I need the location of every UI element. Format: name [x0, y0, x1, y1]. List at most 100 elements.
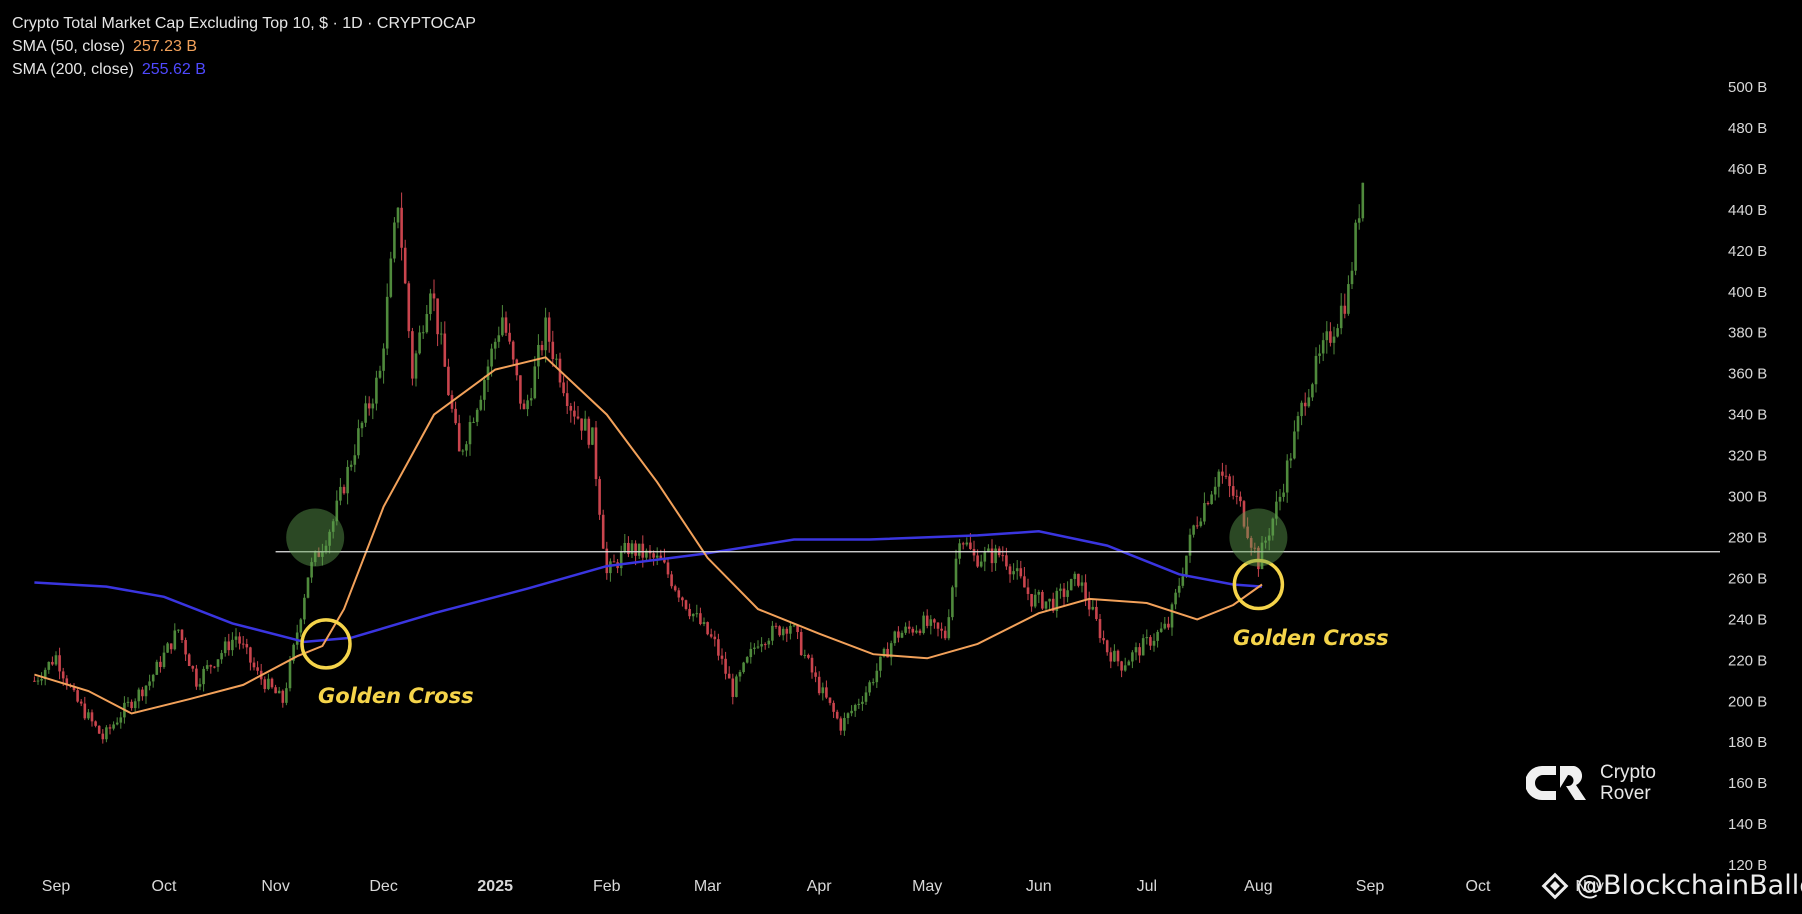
candle-body [983, 551, 987, 562]
candle-body [184, 640, 187, 655]
candle-body [97, 725, 101, 734]
candle-body [659, 555, 663, 559]
candle-body [486, 366, 490, 380]
candle-body [105, 727, 108, 740]
candle-body [807, 654, 810, 658]
candle-body [493, 341, 497, 349]
candle-body [133, 701, 137, 709]
candle-body [1091, 606, 1095, 610]
x-tick-label: Nov [1575, 878, 1603, 895]
candle-body [1084, 582, 1087, 600]
candle-body [1296, 416, 1300, 432]
candle-body [1012, 571, 1015, 575]
candle-body [1015, 568, 1019, 572]
candle-body [443, 333, 447, 367]
candle-body [1303, 402, 1307, 407]
candle-body [1102, 638, 1105, 641]
candle-body [490, 348, 493, 367]
x-tick-label: Sep [42, 878, 71, 895]
candle-body [929, 619, 933, 626]
candle-body [1217, 471, 1221, 487]
candle-body [299, 619, 303, 633]
candle-body [681, 597, 684, 601]
candle-body [598, 479, 601, 515]
candle-body [220, 653, 223, 660]
candle-body [245, 644, 249, 648]
diamond-icon [1541, 872, 1569, 899]
candle-body [850, 710, 853, 714]
candle-body [637, 543, 641, 556]
candle-body [227, 641, 231, 651]
candle-body [403, 247, 407, 284]
golden-cross-label-2: Golden Cross [1233, 626, 1389, 650]
candle-body [1131, 652, 1134, 662]
candle-body [360, 422, 364, 429]
candle-body [673, 586, 677, 591]
candle-body [1077, 573, 1080, 586]
candle-body [1008, 566, 1012, 575]
candle-body [58, 655, 61, 672]
candle-body [429, 293, 432, 315]
candle-body [907, 626, 911, 629]
candle-body [126, 701, 130, 703]
green-highlight-circle [286, 508, 345, 567]
candle-body [871, 682, 875, 684]
y-tick-label: 160 B [1728, 775, 1767, 792]
candle-body [1041, 591, 1044, 609]
candle-body [706, 622, 709, 635]
candle-body [475, 409, 479, 422]
candle-body [400, 207, 403, 248]
candle-body [677, 590, 681, 598]
candle-body [947, 617, 951, 639]
chart-legend: Crypto Total Market Cap Excluding Top 10… [12, 12, 476, 81]
candle-body [1095, 606, 1098, 620]
y-tick-label: 400 B [1728, 284, 1767, 301]
candle-body [601, 514, 605, 549]
candle-body [295, 632, 299, 645]
x-tick-label: 2025 [477, 878, 513, 895]
candle-body [313, 551, 317, 563]
candle-body [180, 629, 184, 641]
y-tick-label: 380 B [1728, 325, 1767, 342]
candle-body [1141, 638, 1145, 656]
x-tick-label: Dec [369, 878, 397, 895]
candle-body [357, 428, 360, 456]
candle-body [763, 644, 767, 646]
candle-body [969, 542, 972, 549]
golden-cross-circle [1232, 558, 1285, 611]
candle-body [267, 678, 270, 689]
y-tick-label: 440 B [1728, 202, 1767, 219]
candle-body [958, 543, 961, 559]
candle-body [328, 531, 331, 546]
candle-body [799, 632, 803, 656]
candle-body [1073, 573, 1077, 579]
candle-body [954, 558, 958, 588]
candle-body [166, 643, 169, 653]
candle-body [1134, 647, 1138, 653]
candle-body [346, 466, 349, 494]
candle-body [285, 688, 288, 703]
candle-body [303, 597, 306, 620]
candle-body [472, 421, 475, 423]
candle-body [875, 670, 879, 683]
candle-body [990, 548, 994, 564]
y-tick-label: 320 B [1728, 448, 1767, 465]
candle-body [274, 687, 277, 694]
candle-body [335, 500, 339, 522]
candle-body [1044, 601, 1048, 609]
x-tick-label: Sep [1356, 878, 1385, 895]
candle-body [1051, 598, 1055, 612]
candle-body [1149, 637, 1152, 646]
candle-body [1242, 501, 1246, 527]
candle-body [1163, 623, 1167, 629]
candle-body [965, 542, 969, 545]
y-tick-label: 360 B [1728, 366, 1767, 383]
candle-body [144, 685, 148, 697]
candle-body [904, 626, 907, 633]
candle-body [195, 668, 198, 687]
candle-body [1347, 284, 1350, 314]
candle-body [839, 718, 843, 731]
candle-body [717, 639, 720, 656]
candle-body [1001, 555, 1005, 557]
candle-body [587, 418, 591, 445]
